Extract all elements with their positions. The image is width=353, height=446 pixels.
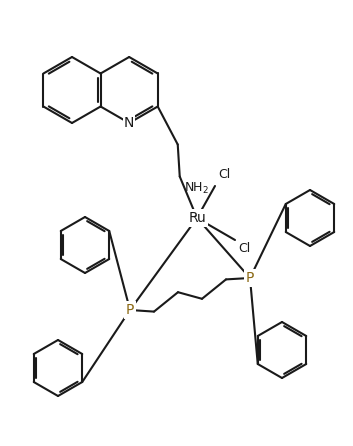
Text: Cl: Cl bbox=[218, 168, 230, 181]
Text: P: P bbox=[246, 271, 254, 285]
Text: Ru: Ru bbox=[188, 211, 206, 225]
Text: P: P bbox=[126, 303, 134, 317]
Text: NH$_2$: NH$_2$ bbox=[184, 181, 209, 196]
Text: Cl: Cl bbox=[238, 242, 250, 255]
Text: N: N bbox=[124, 116, 134, 130]
